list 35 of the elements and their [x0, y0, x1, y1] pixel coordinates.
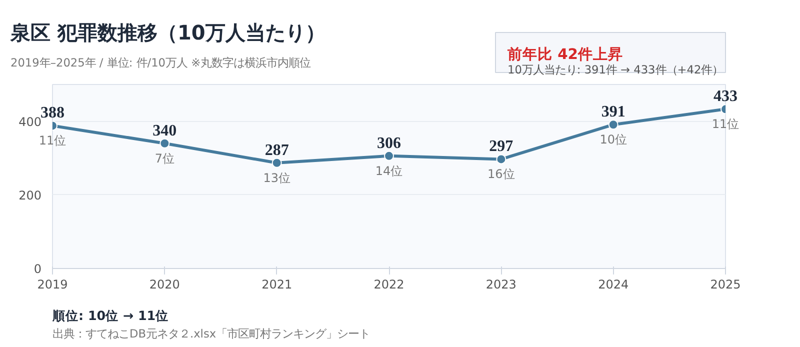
annotation: 16位 — [488, 167, 515, 182]
x-tick-label: 2019 — [37, 278, 68, 292]
annotation: 7位 — [154, 151, 174, 166]
data-label: 388 — [40, 104, 64, 122]
annotation: 14位 — [375, 164, 403, 178]
point — [608, 120, 618, 130]
chart-title: 泉区 犯罪数推移（10万人当たり） — [10, 20, 326, 44]
y-tick-label: 200 — [18, 188, 42, 202]
x-tick-label: 2022 — [374, 278, 404, 292]
x-tick-label: 2021 — [262, 278, 292, 292]
data-label: 340 — [152, 122, 177, 140]
text: 10万人当たり: 391件 → 433件（+42件） — [508, 62, 724, 76]
annotation: 10位 — [600, 132, 627, 147]
point — [496, 154, 506, 164]
text: 順位: 10位 → 11位 — [52, 308, 169, 323]
text: 前年比 42件上昇 — [506, 46, 623, 63]
data-label: 433 — [714, 88, 738, 106]
source-note: 出典：すてねこDB元ネタ２.xlsx「市区町村ランキング」シート — [52, 326, 370, 340]
point — [272, 158, 282, 168]
annotation: 11位 — [38, 134, 66, 148]
data-label: 287 — [264, 142, 289, 159]
point — [160, 138, 170, 148]
data-label: 306 — [377, 134, 401, 152]
chart-subtitle: 2019年–2025年 / 単位: 件/10万人 ※丸数字は横浜市内順位 — [10, 56, 311, 70]
x-tick-label: 2020 — [149, 278, 180, 292]
data-label: 297 — [489, 138, 514, 156]
data-label: 391 — [601, 104, 626, 121]
point — [384, 150, 394, 161]
x-tick-label: 2024 — [598, 278, 629, 292]
annotation: 13位 — [263, 170, 290, 185]
y-tick-label: 0 — [34, 262, 42, 276]
x-tick-label: 2025 — [710, 278, 741, 292]
y-tick-label: 400 — [18, 114, 42, 129]
annotation: 11位 — [712, 117, 740, 132]
x-tick-label: 2023 — [486, 278, 516, 292]
